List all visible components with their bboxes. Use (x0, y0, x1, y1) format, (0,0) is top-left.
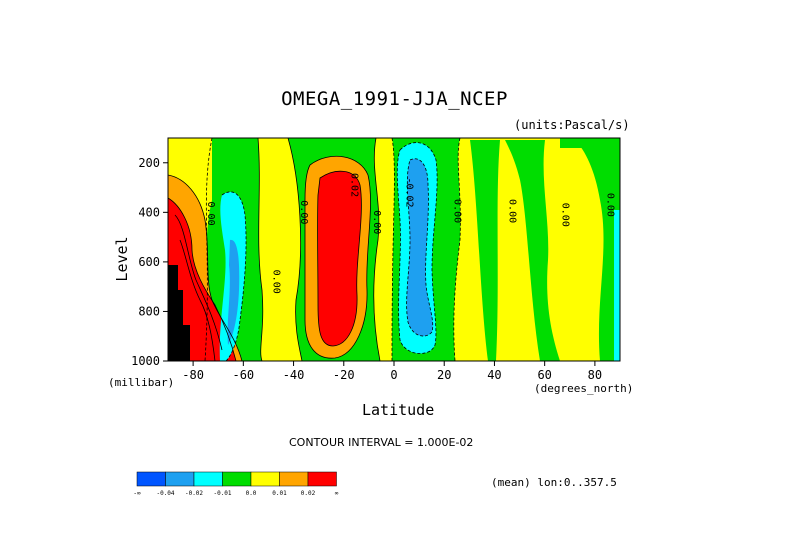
y-tick-label: 400 (138, 205, 160, 219)
region-green-tropics2 (470, 140, 500, 361)
x-axis-label: Latitude (362, 401, 435, 419)
x-tick-label: -80 (182, 368, 204, 382)
legend-swatch (250, 471, 280, 487)
x-tick-label: 40 (487, 368, 501, 382)
mean-longitude-label: (mean) lon:0..357.5 (491, 476, 617, 489)
region-cyan-edge (614, 210, 620, 361)
color-legend: -∞ -0.04 -0.02 -0.01 0.0 0.01 0.02 ∞ (133, 471, 339, 497)
x-tick-label: 20 (437, 368, 451, 382)
contour-label: 0.02 (348, 173, 359, 197)
legend-boundary-label: 0.0 (246, 490, 257, 497)
contour-fill-layer (168, 138, 620, 361)
contour-label: 0.00 (507, 199, 518, 223)
x-tick-label: 0 (390, 368, 397, 382)
legend-swatch (307, 471, 337, 487)
legend-boundary-label: 0.02 (301, 490, 316, 497)
y-axis-unit: (millibar) (108, 376, 175, 389)
x-tick-label: 80 (588, 368, 602, 382)
y-tick-label: 800 (138, 304, 160, 318)
legend-boundary-label: -0.01 (213, 490, 231, 497)
legend-boundary-label: ∞ (335, 490, 339, 497)
x-axis: -80 -60 -40 -20 0 20 40 60 80 (182, 361, 602, 382)
region-green-north1 (505, 140, 560, 361)
contour-label: 0.00 (298, 200, 309, 224)
units-label: (units:Pascal/s) (514, 118, 630, 132)
region-red-subtropics (317, 171, 362, 346)
contour-label: 0.00 (205, 202, 216, 226)
contour-label: 0.00 (371, 210, 382, 234)
legend-boundary-label: -∞ (133, 490, 141, 497)
legend-swatch (279, 471, 309, 487)
contour-label: 0.00 (604, 193, 615, 217)
y-tick-label: 1000 (131, 354, 160, 368)
contour-interval-label: CONTOUR INTERVAL = 1.000E-02 (289, 436, 474, 449)
region-green-topright (560, 138, 620, 148)
contour-labels: 0.00 0.00 0.00 0.02 0.00 -0.02 0.00 0.00 0.00 0.0… (205, 173, 615, 294)
x-tick-label: -40 (283, 368, 305, 382)
contour-label: 0.00 (559, 203, 570, 227)
contour-label: -0.02 (404, 177, 415, 207)
y-tick-label: 600 (138, 255, 160, 269)
contour-lines (168, 138, 461, 361)
legend-swatch (222, 471, 252, 487)
legend-swatch (136, 471, 166, 487)
x-tick-label: -20 (333, 368, 355, 382)
legend-boundary-label: -0.04 (156, 490, 174, 497)
x-tick-label: 60 (537, 368, 551, 382)
x-tick-label: -60 (232, 368, 254, 382)
chart-title: OMEGA_1991-JJA_NCEP (281, 88, 508, 110)
region-missing-south (168, 265, 190, 361)
y-tick-label: 200 (138, 156, 160, 170)
y-axis-label: Level (113, 236, 131, 282)
x-axis-unit: (degrees_north) (534, 382, 634, 395)
legend-swatch (165, 471, 195, 487)
legend-boundary-label: 0.01 (272, 490, 287, 497)
region-green-north2 (575, 140, 620, 361)
region-blue-tropics (406, 158, 433, 337)
legend-swatch (193, 471, 223, 487)
legend-boundary-label: -0.02 (185, 490, 203, 497)
region-blue-south (227, 239, 240, 345)
y-axis: 200 400 600 800 1000 (131, 156, 168, 368)
contour-label: 0.00 (270, 270, 281, 294)
contour-label: 0.00 (451, 199, 462, 223)
